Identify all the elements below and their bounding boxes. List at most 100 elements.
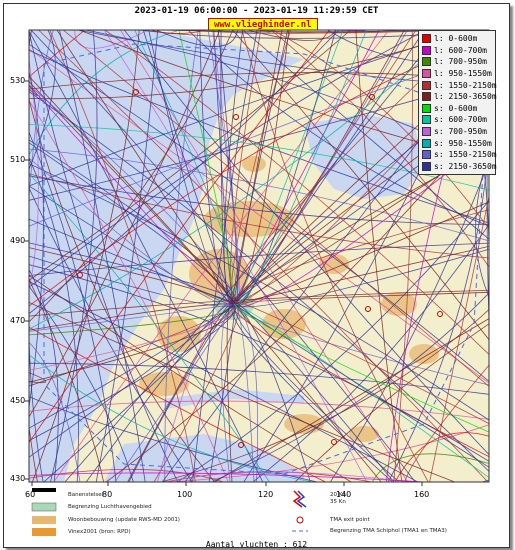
flight-track-line	[29, 37, 30, 387]
flight-track-line	[170, 424, 489, 482]
legend-swatch	[422, 138, 431, 148]
flight-track-line	[29, 255, 235, 307]
flight-track-line	[123, 30, 489, 455]
time-range-title: 2023-01-19 06:00:00 - 2023-01-19 11:29:5…	[134, 6, 379, 16]
flight-track-line	[31, 481, 205, 482]
flight-track-line	[29, 264, 489, 462]
tma-boundary-label: Begrenzing TMA Schiphol (TMA1 en TMA3)	[330, 528, 447, 534]
y-tick-label: 510	[10, 155, 26, 164]
flight-track-line	[387, 143, 489, 482]
flight-track-line	[232, 201, 489, 307]
flight-track-line	[29, 71, 44, 408]
x-tick-label: 100	[177, 490, 193, 499]
runway-key-label: Banenstelsel	[68, 492, 104, 498]
flight-track-line	[29, 99, 215, 482]
flight-tracks	[29, 30, 489, 482]
flight-track-line	[233, 30, 290, 305]
flight-track-line	[134, 30, 238, 305]
legend-swatch	[422, 34, 431, 44]
flight-track-line	[29, 303, 235, 332]
flight-track-line	[29, 303, 235, 331]
legend-item: s: 950-1550m	[422, 137, 492, 149]
flight-track-line	[29, 303, 235, 429]
flight-track-line	[150, 30, 208, 34]
legend-label: l: 600-700m	[434, 45, 487, 55]
flight-track-line	[29, 131, 117, 482]
flight-track-line	[233, 30, 283, 305]
flight-track-line	[49, 30, 196, 482]
flight-track-line	[164, 471, 411, 482]
flight-track-line	[199, 30, 235, 305]
tma-exit-point-icon	[133, 89, 139, 95]
flight-track-line	[233, 142, 489, 305]
legend-swatch	[422, 45, 431, 55]
wind-arrow-icon-2	[296, 490, 307, 508]
tma-exit-point-icon	[437, 311, 443, 317]
legend-swatch	[422, 161, 431, 171]
flight-track-line	[30, 30, 416, 482]
wind-label-2: 35 Kn	[330, 499, 346, 505]
flight-track-line	[29, 326, 326, 482]
flight-track-line	[161, 309, 489, 482]
legend-item: s: 600-700m	[422, 114, 492, 126]
legend-swatch	[422, 57, 431, 67]
flight-track-line	[29, 30, 458, 330]
flight-track-line	[169, 30, 488, 31]
flight-track-line	[233, 303, 400, 482]
y-tick-label: 450	[10, 396, 26, 405]
flight-track-line	[29, 303, 235, 458]
flight-track-line	[233, 30, 367, 306]
flight-track-line	[29, 173, 489, 259]
legend-item: s: 0-600m	[422, 103, 492, 115]
flight-track-line	[29, 76, 236, 306]
x-tick-label: 60	[25, 490, 36, 499]
flight-track-line	[71, 30, 213, 31]
flight-track-line	[29, 174, 30, 428]
legend-label: l: 1550-2150m	[434, 80, 497, 90]
flight-track-line	[74, 30, 149, 49]
legend-swatch	[422, 115, 431, 125]
flight-track-map	[25, 29, 490, 536]
legend-item: s: 2150-3650m	[422, 161, 497, 173]
legend-swatch	[422, 150, 431, 160]
flight-track-line	[252, 224, 489, 482]
legend-label: s: 950-1550m	[434, 138, 492, 148]
flight-track-line	[211, 292, 489, 482]
flight-track-line	[214, 318, 489, 482]
legend-label: s: 1550-2150m	[434, 150, 497, 160]
legend-swatch	[422, 103, 431, 113]
flight-track-line	[148, 30, 235, 305]
vinex-key-swatch	[32, 528, 56, 536]
flight-track-line	[233, 303, 489, 468]
tma-exit-point-icon	[365, 306, 371, 312]
flight-track-line	[29, 30, 234, 323]
flight-track-line	[29, 173, 270, 482]
flight-track-line	[29, 400, 489, 420]
flight-track-line	[223, 30, 400, 31]
flight-track-line	[34, 481, 474, 482]
flight-track-line	[247, 30, 336, 41]
flight-track-line	[29, 279, 104, 482]
flight-track-line	[29, 30, 330, 443]
legend-item: l: 2150-3650m	[422, 91, 497, 103]
flight-track-line	[29, 43, 489, 382]
legend-swatch	[422, 92, 431, 102]
flight-track-line	[59, 30, 146, 482]
flight-track-line	[29, 124, 489, 191]
flight-track-line	[29, 30, 264, 482]
legend-item: l: 1550-2150m	[422, 79, 497, 91]
legend-item: l: 950-1550m	[422, 68, 492, 80]
flight-track-line	[233, 209, 489, 305]
flight-track-line	[223, 30, 243, 305]
flight-track-line	[229, 30, 262, 305]
tma-exit-point-icon	[369, 94, 375, 100]
altitude-legend: l: 0-600m l: 600-700m l: 700-950m l: 950…	[418, 30, 497, 176]
flight-track-line	[114, 301, 237, 482]
flight-track-line	[404, 364, 489, 482]
flight-track-line	[29, 362, 489, 395]
flight-track-line	[156, 30, 238, 47]
flight-track-line	[207, 30, 239, 305]
flight-track-line	[231, 303, 393, 482]
flight-track-line	[104, 30, 489, 355]
airport-boundary-key-swatch	[31, 502, 57, 512]
